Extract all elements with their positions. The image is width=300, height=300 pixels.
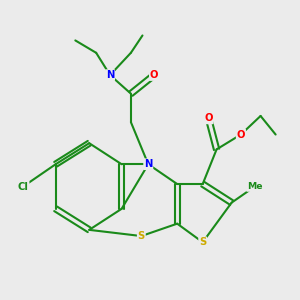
Text: O: O bbox=[237, 130, 245, 140]
Text: O: O bbox=[204, 113, 213, 123]
Text: S: S bbox=[138, 231, 145, 241]
Text: Me: Me bbox=[247, 182, 262, 191]
Text: O: O bbox=[150, 70, 158, 80]
Text: N: N bbox=[144, 159, 152, 169]
Text: N: N bbox=[106, 70, 114, 80]
Text: S: S bbox=[199, 237, 206, 247]
Text: Cl: Cl bbox=[18, 182, 28, 191]
